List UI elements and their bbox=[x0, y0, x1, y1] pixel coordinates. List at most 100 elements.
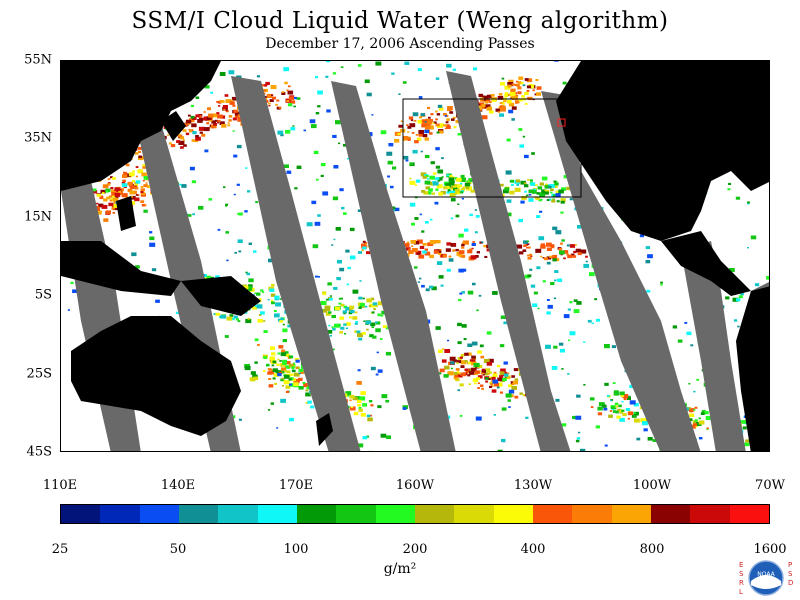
clw-pixel bbox=[277, 358, 280, 361]
clw-pixel bbox=[573, 250, 577, 254]
clw-pixel bbox=[421, 230, 425, 233]
clw-pixel bbox=[643, 428, 648, 432]
clw-pixel bbox=[430, 183, 434, 186]
clw-pixel bbox=[489, 385, 493, 388]
clw-pixel bbox=[271, 364, 275, 367]
clw-pixel bbox=[268, 378, 272, 380]
clw-pixel bbox=[467, 361, 472, 365]
clw-pixel bbox=[449, 356, 456, 361]
clw-pixel bbox=[111, 192, 117, 196]
clw-pixel bbox=[185, 132, 190, 136]
clw-pixel bbox=[488, 100, 492, 104]
clw-pixel bbox=[140, 200, 145, 203]
clw-pixel bbox=[130, 195, 136, 200]
clw-pixel bbox=[98, 203, 104, 208]
clw-pixel bbox=[404, 61, 410, 65]
clw-pixel bbox=[512, 95, 518, 100]
clw-pixel bbox=[345, 322, 351, 326]
clw-pixel bbox=[237, 320, 241, 323]
clw-pixel bbox=[511, 106, 517, 110]
clw-pixel bbox=[233, 109, 238, 113]
clw-pixel bbox=[513, 368, 519, 372]
clw-pixel bbox=[548, 198, 552, 201]
clw-pixel bbox=[449, 186, 453, 189]
clw-pixel bbox=[526, 246, 529, 249]
clw-pixel bbox=[320, 163, 326, 167]
clw-pixel bbox=[126, 174, 132, 178]
clw-pixel bbox=[299, 370, 305, 374]
clw-pixel bbox=[546, 247, 552, 251]
clw-pixel bbox=[537, 186, 543, 190]
clw-pixel bbox=[458, 298, 462, 302]
clw-pixel bbox=[442, 348, 445, 350]
clw-pixel bbox=[465, 369, 471, 374]
clw-pixel bbox=[504, 94, 509, 98]
map-panel bbox=[60, 60, 770, 452]
clw-pixel bbox=[440, 190, 446, 195]
clw-pixel bbox=[364, 305, 368, 308]
clw-pixel bbox=[517, 81, 522, 84]
clw-pixel bbox=[315, 76, 319, 79]
clw-pixel bbox=[489, 376, 493, 380]
clw-pixel bbox=[102, 184, 109, 189]
clw-pixel bbox=[292, 125, 295, 127]
clw-pixel bbox=[105, 210, 111, 214]
clw-pixel bbox=[511, 118, 515, 121]
clw-pixel bbox=[245, 271, 248, 274]
lon-label-140e: 140E bbox=[160, 478, 196, 493]
clw-pixel bbox=[497, 449, 503, 451]
clw-pixel bbox=[606, 394, 610, 397]
clw-pixel bbox=[180, 146, 184, 149]
clw-pixel bbox=[380, 433, 387, 438]
clw-pixel bbox=[610, 406, 615, 410]
clw-pixel bbox=[554, 258, 560, 262]
clw-pixel bbox=[456, 371, 460, 373]
clw-pixel bbox=[527, 274, 532, 278]
clw-pixel bbox=[167, 134, 170, 136]
clw-pixel bbox=[271, 352, 276, 356]
clw-pixel bbox=[553, 180, 557, 183]
clw-pixel bbox=[357, 64, 362, 67]
clw-pixel bbox=[550, 191, 553, 194]
colorbar-label-800: 800 bbox=[639, 542, 665, 557]
clw-pixel bbox=[244, 210, 248, 213]
clw-pixel bbox=[192, 131, 197, 135]
clw-pixel bbox=[194, 139, 199, 143]
clw-pixel bbox=[424, 129, 430, 134]
clw-pixel bbox=[433, 250, 439, 254]
clw-pixel bbox=[501, 407, 507, 411]
clw-pixel bbox=[356, 381, 362, 385]
noaa-wave-icon bbox=[751, 575, 781, 589]
clw-pixel bbox=[515, 83, 520, 87]
clw-pixel bbox=[443, 186, 448, 190]
map-title: SSM/I Cloud Liquid Water (Weng algorithm… bbox=[131, 8, 669, 34]
clw-pixel bbox=[555, 193, 561, 197]
clw-pixel bbox=[267, 371, 272, 375]
clw-pixel bbox=[425, 186, 431, 190]
clw-pixel bbox=[604, 382, 609, 386]
clw-pixel bbox=[450, 361, 455, 365]
clw-pixel bbox=[274, 313, 280, 318]
clw-pixel bbox=[472, 241, 475, 243]
clw-pixel bbox=[407, 126, 412, 129]
clw-pixel bbox=[735, 196, 741, 200]
clw-pixel bbox=[305, 402, 309, 404]
clw-pixel bbox=[444, 349, 451, 353]
land-new-guinea bbox=[181, 276, 261, 316]
lat-label-55n: 55N bbox=[24, 52, 52, 68]
clw-pixel bbox=[438, 252, 442, 255]
clw-pixel bbox=[425, 123, 431, 127]
clw-pixel bbox=[551, 246, 555, 249]
colorbar-segment-1 bbox=[61, 505, 101, 523]
clw-pixel bbox=[536, 215, 541, 218]
clw-pixel bbox=[552, 258, 557, 262]
colorbar-segment-11 bbox=[454, 505, 494, 523]
clw-pixel bbox=[410, 240, 416, 244]
clw-pixel bbox=[437, 169, 444, 174]
clw-pixel bbox=[225, 110, 229, 113]
clw-pixel bbox=[360, 413, 366, 417]
clw-pixel bbox=[519, 144, 525, 148]
clw-pixel bbox=[237, 239, 243, 243]
clw-pixel bbox=[276, 427, 279, 429]
clw-pixel bbox=[360, 391, 366, 395]
